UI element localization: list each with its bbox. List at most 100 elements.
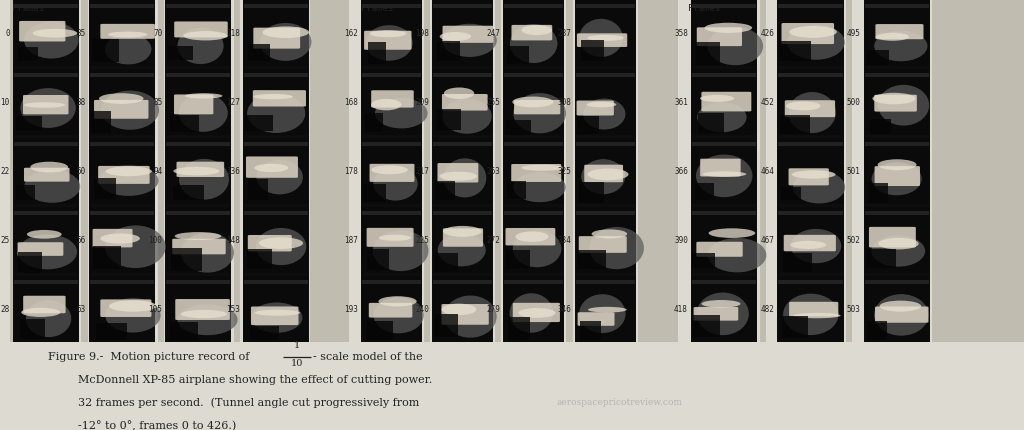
Bar <box>361 0 422 343</box>
Bar <box>581 40 604 62</box>
FancyBboxPatch shape <box>253 91 306 107</box>
Bar <box>692 208 756 273</box>
Ellipse shape <box>442 25 497 58</box>
Bar <box>778 74 843 78</box>
Bar <box>778 1 843 66</box>
Ellipse shape <box>589 227 644 270</box>
Ellipse shape <box>183 32 227 41</box>
Bar <box>760 0 766 343</box>
Bar <box>173 185 204 200</box>
Text: 32 frames per second.  (Tunnel angle cut progressively from: 32 frames per second. (Tunnel angle cut … <box>79 397 420 407</box>
Text: 50: 50 <box>77 167 86 176</box>
Ellipse shape <box>872 94 915 105</box>
Ellipse shape <box>880 301 922 312</box>
Ellipse shape <box>185 94 222 99</box>
Ellipse shape <box>22 308 60 317</box>
Bar <box>367 250 389 271</box>
Ellipse shape <box>253 95 293 100</box>
Bar <box>432 0 494 343</box>
Ellipse shape <box>708 238 766 273</box>
Bar <box>248 180 267 200</box>
Ellipse shape <box>256 228 306 265</box>
FancyBboxPatch shape <box>511 26 552 41</box>
Ellipse shape <box>876 34 909 42</box>
Ellipse shape <box>373 230 428 271</box>
FancyBboxPatch shape <box>790 302 839 316</box>
Ellipse shape <box>696 293 749 335</box>
FancyBboxPatch shape <box>94 101 148 120</box>
Text: 247: 247 <box>486 29 501 38</box>
Ellipse shape <box>697 103 746 133</box>
Bar <box>244 139 307 204</box>
Bar <box>846 0 852 343</box>
Bar <box>778 70 843 135</box>
Bar <box>692 70 756 135</box>
Text: Frames: Frames <box>361 4 393 13</box>
Bar <box>693 315 720 338</box>
Ellipse shape <box>587 102 616 108</box>
Ellipse shape <box>31 162 68 173</box>
Text: 153: 153 <box>225 304 240 313</box>
Bar <box>14 70 78 135</box>
Bar <box>778 280 843 284</box>
Bar <box>434 254 458 272</box>
FancyBboxPatch shape <box>513 303 560 322</box>
Bar <box>869 119 891 134</box>
Text: 105: 105 <box>148 304 163 313</box>
FancyBboxPatch shape <box>578 313 614 326</box>
Ellipse shape <box>17 235 77 270</box>
Text: 63: 63 <box>77 304 86 313</box>
FancyBboxPatch shape <box>874 167 920 187</box>
Bar <box>166 280 230 284</box>
Bar <box>694 183 714 201</box>
Ellipse shape <box>98 166 159 197</box>
Bar <box>865 208 929 273</box>
FancyBboxPatch shape <box>784 101 836 118</box>
Bar <box>578 117 599 135</box>
Ellipse shape <box>439 33 471 42</box>
Ellipse shape <box>709 229 756 238</box>
Text: - scale model of the: - scale model of the <box>313 351 423 361</box>
Ellipse shape <box>582 160 625 195</box>
Bar <box>246 115 273 131</box>
Text: 0: 0 <box>5 29 10 38</box>
Bar <box>575 212 635 215</box>
FancyBboxPatch shape <box>175 299 229 320</box>
Ellipse shape <box>696 155 753 198</box>
FancyBboxPatch shape <box>506 228 555 246</box>
Ellipse shape <box>580 20 623 58</box>
Ellipse shape <box>874 295 929 336</box>
Bar <box>868 184 888 203</box>
Ellipse shape <box>790 27 837 39</box>
FancyBboxPatch shape <box>442 95 487 111</box>
FancyBboxPatch shape <box>369 303 413 318</box>
Bar <box>437 43 460 62</box>
Bar <box>244 5 307 9</box>
Ellipse shape <box>437 234 485 267</box>
Ellipse shape <box>100 91 159 130</box>
Bar <box>933 0 1024 343</box>
Bar <box>93 247 121 269</box>
Ellipse shape <box>521 165 563 172</box>
Ellipse shape <box>583 99 626 130</box>
Ellipse shape <box>259 238 303 249</box>
Bar <box>234 0 240 343</box>
Bar <box>367 322 393 341</box>
Bar <box>90 74 155 78</box>
Ellipse shape <box>175 233 221 240</box>
Bar <box>90 143 155 147</box>
Bar <box>244 74 307 78</box>
Bar <box>574 0 636 343</box>
Ellipse shape <box>441 304 476 315</box>
Text: 1: 1 <box>294 340 300 349</box>
Ellipse shape <box>513 173 565 203</box>
FancyBboxPatch shape <box>874 95 916 112</box>
Bar <box>575 1 635 66</box>
Ellipse shape <box>874 32 928 62</box>
Bar <box>692 276 756 342</box>
Ellipse shape <box>25 171 80 203</box>
FancyBboxPatch shape <box>174 22 227 38</box>
Text: 100: 100 <box>148 236 163 245</box>
Ellipse shape <box>515 232 549 243</box>
Bar <box>505 143 563 147</box>
